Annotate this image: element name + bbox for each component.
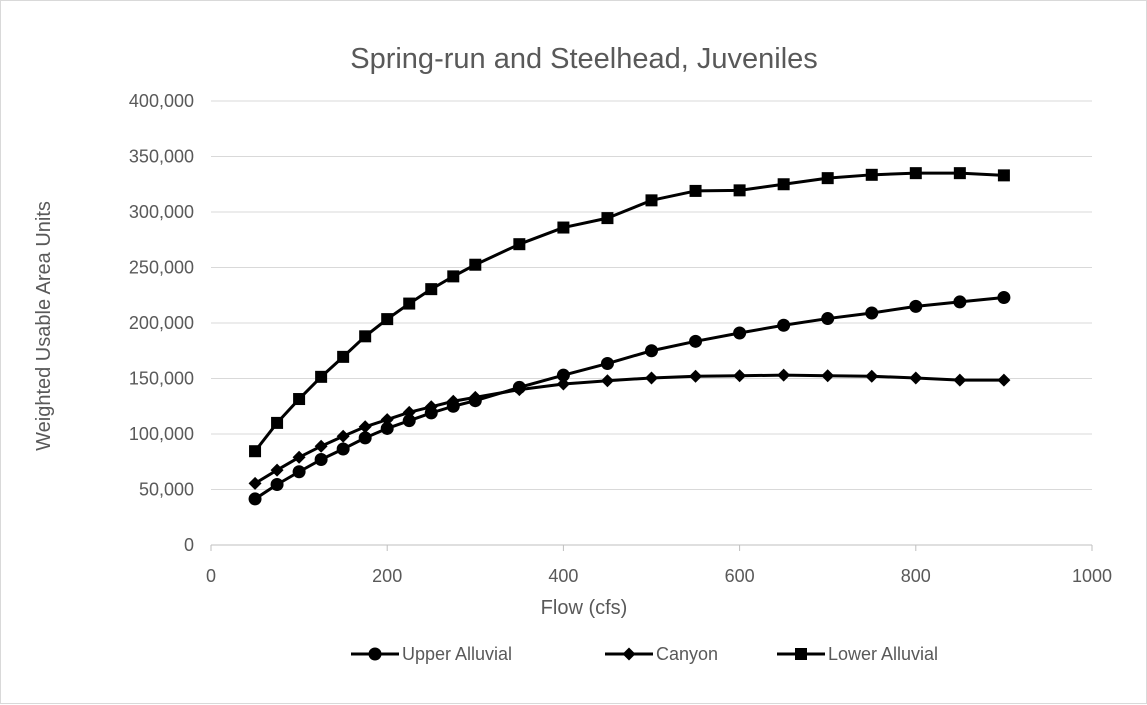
y-tick-label: 200,000 (129, 313, 194, 333)
data-point-canyon (359, 420, 372, 433)
data-point-lower-alluvial (646, 194, 658, 206)
data-point-canyon (689, 370, 702, 383)
data-point-lower-alluvial (425, 283, 437, 295)
data-point-lower-alluvial (337, 351, 349, 363)
data-point-lower-alluvial (315, 371, 327, 383)
x-axis-title: Flow (cfs) (541, 597, 628, 619)
y-tick-label: 400,000 (129, 91, 194, 111)
y-tick-label: 100,000 (129, 424, 194, 444)
data-point-canyon (777, 369, 790, 382)
data-point-upper-alluvial (689, 335, 702, 348)
legend-marker-upper-alluvial (369, 648, 382, 661)
data-point-upper-alluvial (909, 300, 922, 313)
data-point-canyon (249, 477, 262, 490)
data-point-canyon (865, 370, 878, 383)
data-point-lower-alluvial (866, 169, 878, 181)
y-tick-label: 350,000 (129, 147, 194, 167)
data-point-lower-alluvial (601, 212, 613, 224)
data-point-lower-alluvial (557, 222, 569, 234)
x-tick-labels: 0 200 400 600 800 1000 (206, 566, 1112, 586)
data-point-upper-alluvial (953, 295, 966, 308)
y-tick-label: 150,000 (129, 369, 194, 389)
legend-label-lower-alluvial: Lower Alluvial (828, 644, 938, 664)
data-point-lower-alluvial (910, 167, 922, 179)
data-point-lower-alluvial (998, 169, 1010, 181)
data-point-lower-alluvial (469, 259, 481, 271)
x-tick-label: 1000 (1072, 566, 1112, 586)
data-point-lower-alluvial (447, 270, 459, 282)
legend-marker-canyon (623, 648, 636, 661)
data-point-upper-alluvial (821, 312, 834, 325)
series-canyon (249, 369, 1011, 490)
data-point-lower-alluvial (954, 167, 966, 179)
x-tick-label: 600 (725, 566, 755, 586)
x-tick-label: 0 (206, 566, 216, 586)
data-point-upper-alluvial (601, 357, 614, 370)
data-point-lower-alluvial (513, 238, 525, 250)
legend-marker-lower-alluvial (795, 648, 807, 660)
series-line-lower-alluvial (255, 173, 1004, 451)
data-point-upper-alluvial (249, 492, 262, 505)
data-point-upper-alluvial (645, 344, 658, 357)
data-point-canyon (997, 374, 1010, 387)
legend-item-upper-alluvial: Upper Alluvial (351, 644, 512, 664)
data-point-upper-alluvial (733, 326, 746, 339)
data-point-canyon (733, 369, 746, 382)
series-line-upper-alluvial (255, 297, 1004, 498)
y-axis-title: Weighted Usable Area Units (33, 201, 55, 451)
data-point-lower-alluvial (271, 417, 283, 429)
legend-label-canyon: Canyon (656, 644, 718, 664)
y-tick-label: 0 (184, 535, 194, 555)
data-point-lower-alluvial (690, 185, 702, 197)
series-layer (249, 167, 1011, 505)
data-point-upper-alluvial (997, 291, 1010, 304)
y-tick-labels: 0 50,000 100,000 150,000 200,000 250,000 300,0… (129, 91, 194, 555)
series-lower-alluvial (249, 167, 1010, 457)
data-point-upper-alluvial (865, 307, 878, 320)
x-tick-label: 200 (372, 566, 402, 586)
x-tick-label: 800 (901, 566, 931, 586)
data-point-lower-alluvial (778, 178, 790, 190)
data-point-canyon (601, 374, 614, 387)
chart-title: Spring-run and Steelhead, Juveniles (350, 43, 818, 75)
data-point-canyon (337, 430, 350, 443)
data-point-lower-alluvial (381, 313, 393, 325)
data-point-canyon (909, 371, 922, 384)
legend: Upper Alluvial Canyon Lower Alluvial (351, 644, 938, 664)
data-point-lower-alluvial (403, 298, 415, 310)
data-point-canyon (315, 440, 328, 453)
data-point-lower-alluvial (822, 172, 834, 184)
y-tick-label: 300,000 (129, 202, 194, 222)
data-point-canyon (821, 369, 834, 382)
data-point-lower-alluvial (249, 445, 261, 457)
legend-item-lower-alluvial: Lower Alluvial (777, 644, 938, 664)
legend-item-canyon: Canyon (605, 644, 718, 664)
x-tick-label: 400 (548, 566, 578, 586)
data-point-upper-alluvial (315, 453, 328, 466)
data-point-canyon (271, 464, 284, 477)
axes (211, 545, 1092, 551)
legend-label-upper-alluvial: Upper Alluvial (402, 644, 512, 664)
y-tick-label: 50,000 (139, 480, 194, 500)
data-point-canyon (645, 371, 658, 384)
data-point-canyon (953, 374, 966, 387)
data-point-upper-alluvial (271, 478, 284, 491)
data-point-upper-alluvial (777, 319, 790, 332)
data-point-upper-alluvial (337, 442, 350, 455)
data-point-lower-alluvial (293, 393, 305, 405)
y-tick-label: 250,000 (129, 258, 194, 278)
data-point-canyon (293, 451, 306, 464)
data-point-upper-alluvial (359, 431, 372, 444)
data-point-lower-alluvial (734, 184, 746, 196)
data-point-upper-alluvial (293, 465, 306, 478)
data-point-lower-alluvial (359, 330, 371, 342)
